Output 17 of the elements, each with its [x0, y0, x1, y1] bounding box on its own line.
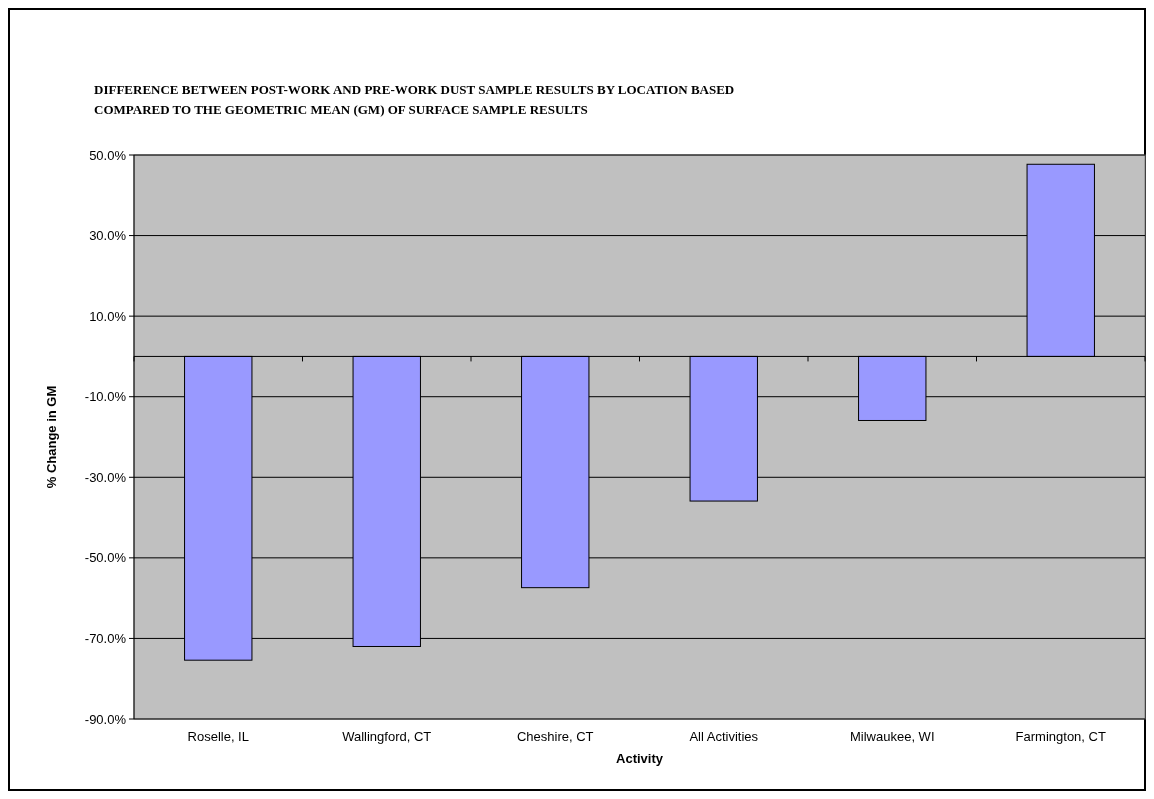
y-tick-label: -50.0% — [84, 550, 127, 566]
y-tick-label: -70.0% — [84, 630, 127, 646]
x-tick-label: Roselle, IL — [187, 729, 249, 744]
y-tick-label: 50.0% — [89, 147, 127, 163]
y-axis-title: % Change in GM — [44, 385, 59, 489]
x-tick-label: Milwaukee, WI — [849, 729, 935, 744]
chart-title: DIFFERENCE BETWEEN POST-WORK AND PRE-WORK DUST SAMPLE RESULTS BY LOCATION BASED COMPARED TO THE GEOMETRIC MEAN (GM) OF SURFACE SAMPLE RESULTS — [94, 82, 735, 117]
x-axis-title: Activity — [616, 751, 664, 766]
y-tick-label: -30.0% — [84, 469, 127, 485]
y-tick-label: -90.0% — [84, 711, 127, 727]
x-tick-label: All Activities — [689, 729, 759, 744]
x-tick-label: Farmington, CT — [1015, 729, 1106, 744]
x-tick-label: Cheshire, CT — [516, 729, 594, 744]
y-tick-label: 30.0% — [89, 228, 127, 244]
x-tick-label: Wallingford, CT — [342, 729, 432, 744]
y-tick-label: 10.0% — [89, 308, 127, 324]
y-tick-label: -10.0% — [84, 389, 127, 405]
